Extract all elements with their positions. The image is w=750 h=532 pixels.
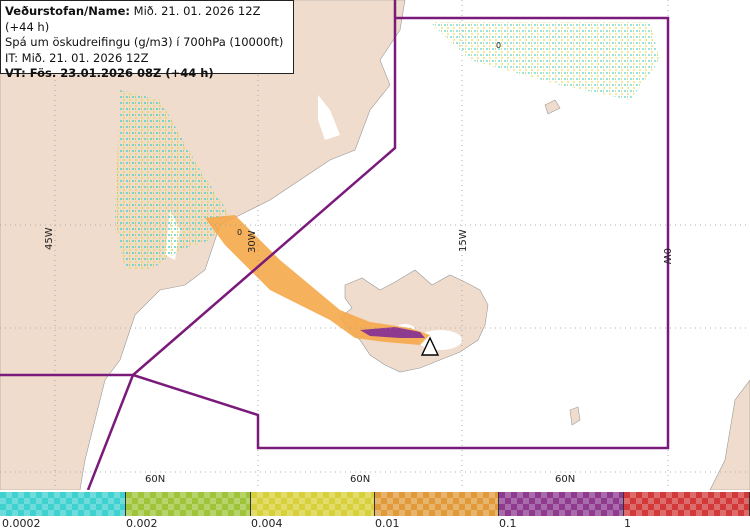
forecast-info-box: Veðurstofan/Name: Mið. 21. 01. 2026 12Z … — [0, 0, 294, 80]
ash-low-area — [430, 22, 660, 100]
legend-swatch — [375, 492, 499, 516]
lat-label-60n: 60N — [145, 474, 165, 485]
legend-swatch — [0, 492, 126, 516]
ash-high-core — [360, 327, 425, 338]
lon-label-15w: 15W — [458, 229, 469, 252]
legend-tick-label: 0.0002 — [2, 517, 41, 530]
island — [569, 406, 581, 426]
lat-label-60n: 60N — [555, 474, 575, 485]
legend-swatch — [126, 492, 251, 516]
ash-forecast-map: 45W 30W 15W 0W 60N 60N 60N 0 0 — [0, 0, 750, 490]
lon-label-30w: 30W — [247, 230, 258, 253]
valid-time: VT: Fös. 23.01.2026 08Z (+44 h) — [5, 66, 214, 80]
issue-time: Mið. 21. 01. 2026 12Z (+44 h) — [5, 4, 261, 34]
initial-time: IT: Mið. 21. 01. 2026 12Z — [5, 50, 149, 65]
advisory-boundary-lower — [0, 373, 135, 490]
norway-coast — [709, 379, 750, 490]
legend-tick-label: 0.004 — [251, 517, 283, 530]
concentration-legend: 0.0002 0.002 0.004 0.01 0.1 1 — [0, 490, 750, 532]
ash-plume — [205, 215, 430, 345]
lat-label-60n: 60N — [350, 474, 370, 485]
product-description: Spá um öskudreifingu (g/m3) í 700hPa (10… — [5, 35, 284, 49]
advisory-boundary — [130, 0, 670, 450]
legend-tick-label: 1 — [624, 517, 631, 530]
lon-label-45w: 45W — [44, 227, 55, 250]
legend-tick-label: 0.01 — [375, 517, 400, 530]
lon-label-0w: 0W — [661, 248, 672, 264]
contour-label: 0 — [237, 228, 242, 237]
issuer-label: Veðurstofan/Name: — [5, 4, 130, 18]
island — [544, 99, 561, 115]
legend-swatch — [624, 492, 750, 516]
fjord — [318, 95, 340, 140]
ash-low-area — [115, 90, 230, 270]
legend-tick-label: 0.1 — [499, 517, 517, 530]
legend-swatch — [251, 492, 375, 516]
contour-label: 0 — [496, 41, 501, 50]
legend-swatch — [499, 492, 624, 516]
volcano-icon — [420, 336, 440, 356]
legend-tick-label: 0.002 — [126, 517, 158, 530]
